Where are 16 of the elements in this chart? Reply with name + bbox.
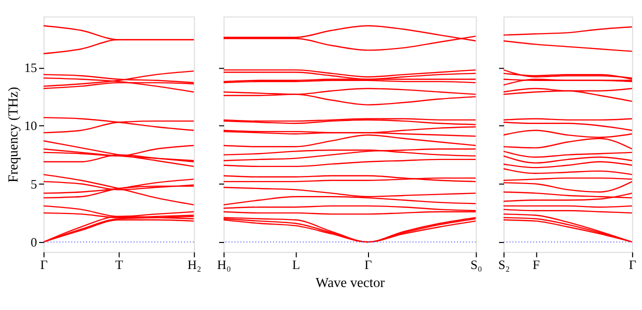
x-tick-label: Γ bbox=[628, 258, 637, 272]
x-tick-label: L bbox=[292, 258, 300, 272]
y-tick-label: 0 bbox=[30, 235, 38, 250]
y-tick-label: 15 bbox=[24, 61, 38, 76]
x-tick-label: H₀ bbox=[217, 258, 231, 272]
x-tick-label: F bbox=[532, 258, 540, 272]
x-axis-title: Wave vector bbox=[316, 274, 386, 290]
x-tick-label: S₂ bbox=[498, 258, 510, 272]
y-tick-label: 5 bbox=[30, 177, 38, 192]
y-axis-title: Frequency (THz) bbox=[5, 86, 20, 182]
y-tick-label: 10 bbox=[24, 119, 38, 134]
x-tick-label: T bbox=[115, 258, 124, 272]
x-tick-label: Γ bbox=[364, 258, 372, 272]
x-tick-label: S₀ bbox=[470, 258, 482, 272]
x-tick-label: H₂ bbox=[188, 258, 202, 272]
x-tick-label: Γ bbox=[40, 258, 48, 272]
